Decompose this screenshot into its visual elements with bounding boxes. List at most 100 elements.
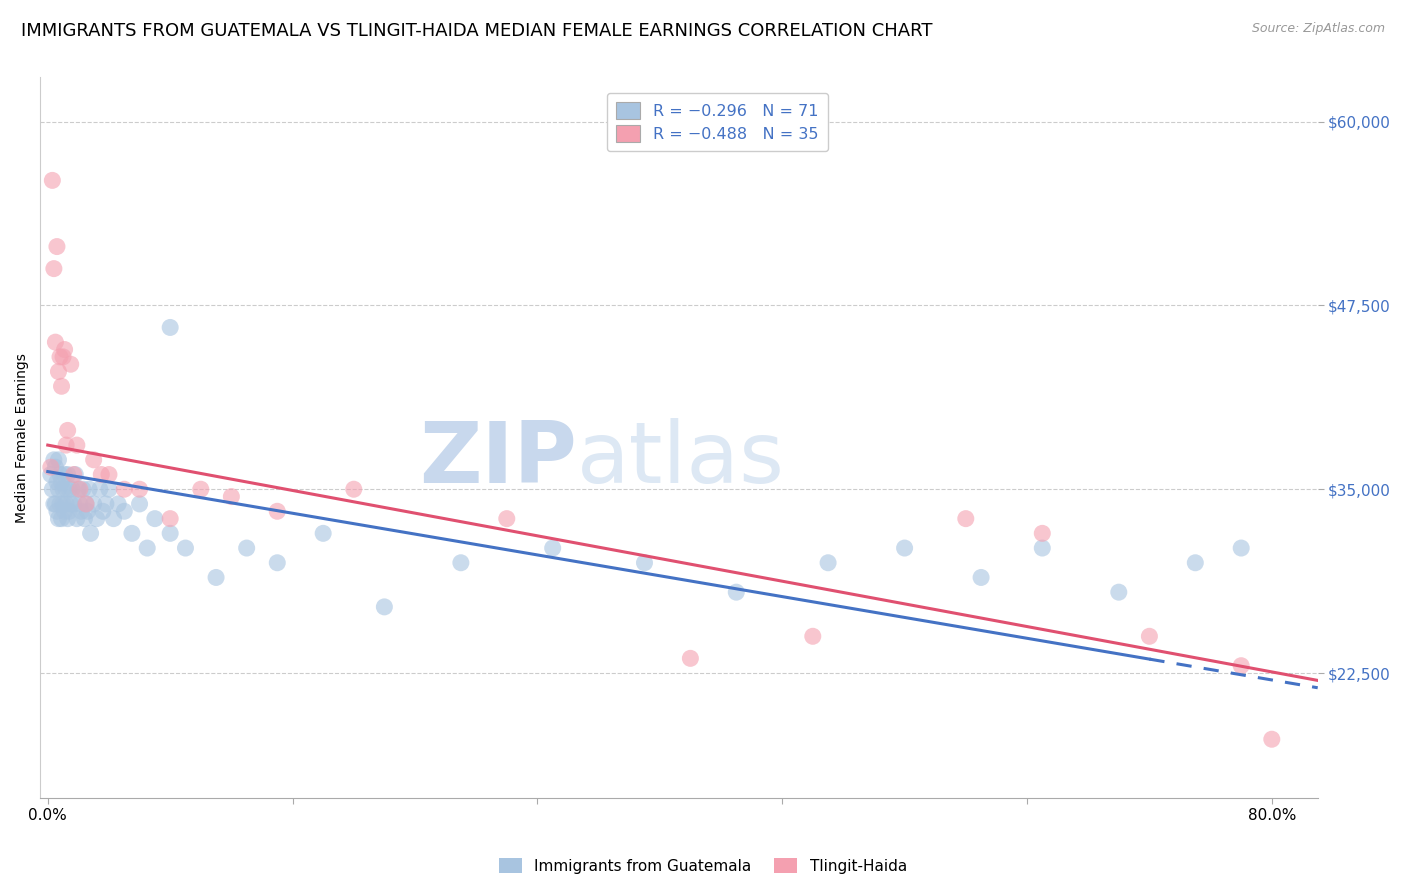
Immigrants from Guatemala <box>86 511 108 525</box>
Immigrants from Guatemala <box>159 526 181 541</box>
Tlingit-Haida <box>266 504 288 518</box>
Immigrants from Guatemala <box>52 482 75 496</box>
Immigrants from Guatemala <box>91 504 114 518</box>
Tlingit-Haida <box>1031 526 1053 541</box>
Tlingit-Haida <box>66 438 89 452</box>
Immigrants from Guatemala <box>174 541 197 555</box>
Immigrants from Guatemala <box>56 467 79 482</box>
Immigrants from Guatemala <box>41 482 63 496</box>
Immigrants from Guatemala <box>1108 585 1130 599</box>
Immigrants from Guatemala <box>48 452 70 467</box>
Tlingit-Haida <box>1261 732 1284 747</box>
Tlingit-Haida <box>45 239 67 253</box>
Immigrants from Guatemala <box>48 511 70 525</box>
Tlingit-Haida <box>190 482 212 496</box>
Tlingit-Haida <box>128 482 150 496</box>
Immigrants from Guatemala <box>89 482 111 496</box>
Immigrants from Guatemala <box>42 497 65 511</box>
Immigrants from Guatemala <box>1230 541 1253 555</box>
Immigrants from Guatemala <box>450 556 472 570</box>
Immigrants from Guatemala <box>45 475 67 489</box>
Immigrants from Guatemala <box>55 497 77 511</box>
Immigrants from Guatemala <box>48 482 70 496</box>
Tlingit-Haida <box>1230 658 1253 673</box>
Immigrants from Guatemala <box>107 497 129 511</box>
Tlingit-Haida <box>56 424 79 438</box>
Tlingit-Haida <box>39 460 62 475</box>
Text: ZIP: ZIP <box>419 417 576 501</box>
Immigrants from Guatemala <box>633 556 655 570</box>
Immigrants from Guatemala <box>79 526 101 541</box>
Immigrants from Guatemala <box>45 504 67 518</box>
Tlingit-Haida <box>69 482 91 496</box>
Immigrants from Guatemala <box>72 482 94 496</box>
Immigrants from Guatemala <box>53 467 76 482</box>
Immigrants from Guatemala <box>44 497 66 511</box>
Y-axis label: Median Female Earnings: Median Female Earnings <box>15 353 30 523</box>
Immigrants from Guatemala <box>42 452 65 467</box>
Immigrants from Guatemala <box>373 599 395 614</box>
Tlingit-Haida <box>41 173 63 187</box>
Tlingit-Haida <box>83 452 105 467</box>
Tlingit-Haida <box>90 467 112 482</box>
Immigrants from Guatemala <box>725 585 748 599</box>
Tlingit-Haida <box>495 511 517 525</box>
Immigrants from Guatemala <box>83 497 105 511</box>
Immigrants from Guatemala <box>51 475 73 489</box>
Immigrants from Guatemala <box>205 570 228 584</box>
Immigrants from Guatemala <box>55 482 77 496</box>
Tlingit-Haida <box>112 482 135 496</box>
Tlingit-Haida <box>1137 629 1160 643</box>
Immigrants from Guatemala <box>159 320 181 334</box>
Tlingit-Haida <box>955 511 977 525</box>
Immigrants from Guatemala <box>1031 541 1053 555</box>
Immigrants from Guatemala <box>893 541 915 555</box>
Immigrants from Guatemala <box>121 526 143 541</box>
Text: IMMIGRANTS FROM GUATEMALA VS TLINGIT-HAIDA MEDIAN FEMALE EARNINGS CORRELATION CH: IMMIGRANTS FROM GUATEMALA VS TLINGIT-HAI… <box>21 22 932 40</box>
Immigrants from Guatemala <box>66 511 89 525</box>
Tlingit-Haida <box>801 629 824 643</box>
Tlingit-Haida <box>53 343 76 357</box>
Immigrants from Guatemala <box>56 511 79 525</box>
Immigrants from Guatemala <box>39 467 62 482</box>
Legend: Immigrants from Guatemala, Tlingit-Haida: Immigrants from Guatemala, Tlingit-Haida <box>494 852 912 880</box>
Immigrants from Guatemala <box>75 497 97 511</box>
Immigrants from Guatemala <box>970 570 993 584</box>
Immigrants from Guatemala <box>53 504 76 518</box>
Immigrants from Guatemala <box>65 467 87 482</box>
Immigrants from Guatemala <box>266 556 288 570</box>
Immigrants from Guatemala <box>1184 556 1206 570</box>
Immigrants from Guatemala <box>136 541 159 555</box>
Tlingit-Haida <box>52 350 75 364</box>
Tlingit-Haida <box>49 350 72 364</box>
Tlingit-Haida <box>221 490 243 504</box>
Immigrants from Guatemala <box>70 504 93 518</box>
Immigrants from Guatemala <box>817 556 839 570</box>
Tlingit-Haida <box>97 467 120 482</box>
Immigrants from Guatemala <box>67 482 90 496</box>
Immigrants from Guatemala <box>69 497 91 511</box>
Immigrants from Guatemala <box>49 467 72 482</box>
Immigrants from Guatemala <box>73 511 96 525</box>
Immigrants from Guatemala <box>60 482 83 496</box>
Tlingit-Haida <box>55 438 77 452</box>
Legend: R = −0.296   N = 71, R = −0.488   N = 35: R = −0.296 N = 71, R = −0.488 N = 35 <box>606 93 828 152</box>
Immigrants from Guatemala <box>112 504 135 518</box>
Immigrants from Guatemala <box>76 504 98 518</box>
Immigrants from Guatemala <box>103 511 125 525</box>
Immigrants from Guatemala <box>62 497 84 511</box>
Immigrants from Guatemala <box>97 482 120 496</box>
Immigrants from Guatemala <box>44 460 66 475</box>
Text: atlas: atlas <box>576 417 785 501</box>
Immigrants from Guatemala <box>312 526 335 541</box>
Tlingit-Haida <box>48 365 70 379</box>
Tlingit-Haida <box>44 335 66 350</box>
Immigrants from Guatemala <box>58 482 80 496</box>
Immigrants from Guatemala <box>143 511 166 525</box>
Tlingit-Haida <box>343 482 366 496</box>
Tlingit-Haida <box>159 511 181 525</box>
Immigrants from Guatemala <box>52 497 75 511</box>
Immigrants from Guatemala <box>94 497 117 511</box>
Immigrants from Guatemala <box>58 504 80 518</box>
Immigrants from Guatemala <box>59 497 82 511</box>
